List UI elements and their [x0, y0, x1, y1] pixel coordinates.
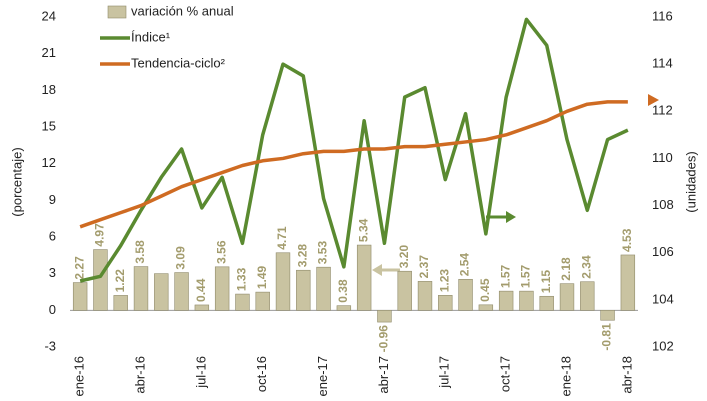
y2-tick-label: 110 — [652, 150, 673, 165]
y-tick-label: 15 — [42, 118, 56, 133]
bar — [478, 304, 494, 311]
value-label: 3.28 — [295, 244, 309, 268]
y2-axis-title: (unidades) — [683, 151, 698, 212]
value-label: 1.49 — [255, 265, 269, 289]
y2-tick-label: 112 — [652, 103, 673, 118]
x-tick-label: ene-16 — [72, 356, 87, 396]
y-tick-label: 24 — [42, 8, 56, 23]
bar — [519, 290, 534, 311]
legend-swatch — [107, 5, 127, 19]
bar — [275, 252, 291, 311]
bar — [336, 305, 352, 311]
bar — [356, 244, 372, 311]
x-tick-label: abr-17 — [376, 356, 391, 394]
bar — [600, 310, 615, 321]
bar — [133, 266, 149, 311]
legend-label: variación % anual — [131, 3, 234, 18]
value-label: 3.53 — [316, 241, 330, 265]
value-label: 1.57 — [498, 264, 512, 288]
bar — [296, 269, 311, 311]
value-label: 4.53 — [620, 228, 634, 252]
x-tick-label: oct-17 — [498, 356, 513, 392]
y-axis-title: (porcentaje) — [9, 147, 24, 216]
x-tick-label: oct-16 — [254, 356, 269, 392]
legend-label: Tendencia-ciclo² — [131, 55, 226, 70]
line — [79, 17, 629, 283]
y-tick-label: -3 — [44, 338, 56, 353]
bar — [214, 266, 230, 311]
bar — [498, 290, 514, 311]
y-tick-label: 3 — [49, 265, 56, 280]
value-label: 2.54 — [458, 253, 472, 277]
value-label: 2.18 — [559, 257, 573, 281]
value-label: 1.23 — [437, 269, 451, 293]
value-label: 3.09 — [174, 246, 188, 270]
y-tick-label: 0 — [49, 302, 56, 317]
value-label: 3.20 — [397, 245, 411, 269]
value-label: 4.97 — [93, 223, 107, 247]
y-tick-label: 21 — [42, 45, 56, 60]
bar — [113, 295, 128, 311]
bar — [580, 281, 595, 311]
x-tick-label: ene-18 — [558, 356, 573, 396]
value-label: 4.71 — [275, 226, 289, 250]
y-tick-label: 6 — [49, 228, 56, 243]
y-tick-label: 12 — [42, 155, 56, 170]
bar — [235, 293, 250, 311]
x-tick-label: ene-17 — [315, 356, 330, 396]
annotation-arrows — [372, 94, 659, 276]
bar — [438, 294, 453, 311]
bar — [539, 295, 554, 311]
value-label: 0.45 — [478, 278, 492, 302]
bar — [417, 281, 433, 311]
line — [79, 100, 628, 229]
value-label: 2.34 — [579, 255, 593, 279]
value-label: 1.57 — [519, 264, 533, 288]
x-tick-label: abr-18 — [619, 356, 634, 394]
bar — [194, 304, 210, 311]
value-label: 2.37 — [417, 255, 431, 279]
bar — [93, 249, 108, 311]
legend-label: Índice¹ — [131, 29, 171, 44]
bar — [72, 282, 88, 311]
x-tick-label: jul-17 — [437, 356, 452, 389]
y2-tick-label: 114 — [652, 56, 673, 71]
y2-tick-label: 102 — [652, 338, 674, 353]
bar — [559, 283, 575, 311]
bar — [397, 270, 412, 311]
y2-tick-label: 108 — [652, 197, 674, 212]
value-label: 1.15 — [539, 270, 553, 294]
bar — [458, 278, 473, 311]
value-label: 3.58 — [133, 240, 147, 264]
x-tick-label: jul-16 — [193, 356, 208, 389]
value-label: 5.34 — [356, 218, 370, 242]
value-label: -0.96 — [377, 325, 391, 353]
bar — [255, 291, 270, 311]
x-tick-label: abr-16 — [132, 356, 147, 394]
bar — [154, 273, 169, 311]
value-label: -0.81 — [600, 323, 614, 351]
y2-tick-label: 104 — [652, 291, 674, 306]
bar — [377, 310, 392, 323]
y2-tick-label: 106 — [652, 244, 674, 259]
value-label: 0.44 — [194, 278, 208, 302]
value-label: 3.56 — [214, 240, 228, 264]
bar — [620, 254, 636, 311]
bar — [174, 272, 189, 311]
y2-tick-label: 116 — [652, 8, 673, 23]
y-tick-label: 9 — [49, 192, 56, 207]
y-tick-label: 18 — [42, 82, 56, 97]
value-label: 1.33 — [235, 267, 249, 291]
value-label: 0.38 — [336, 279, 350, 303]
value-label: 2.27 — [72, 256, 86, 280]
value-label: 1.22 — [113, 269, 127, 293]
bar — [316, 266, 331, 311]
